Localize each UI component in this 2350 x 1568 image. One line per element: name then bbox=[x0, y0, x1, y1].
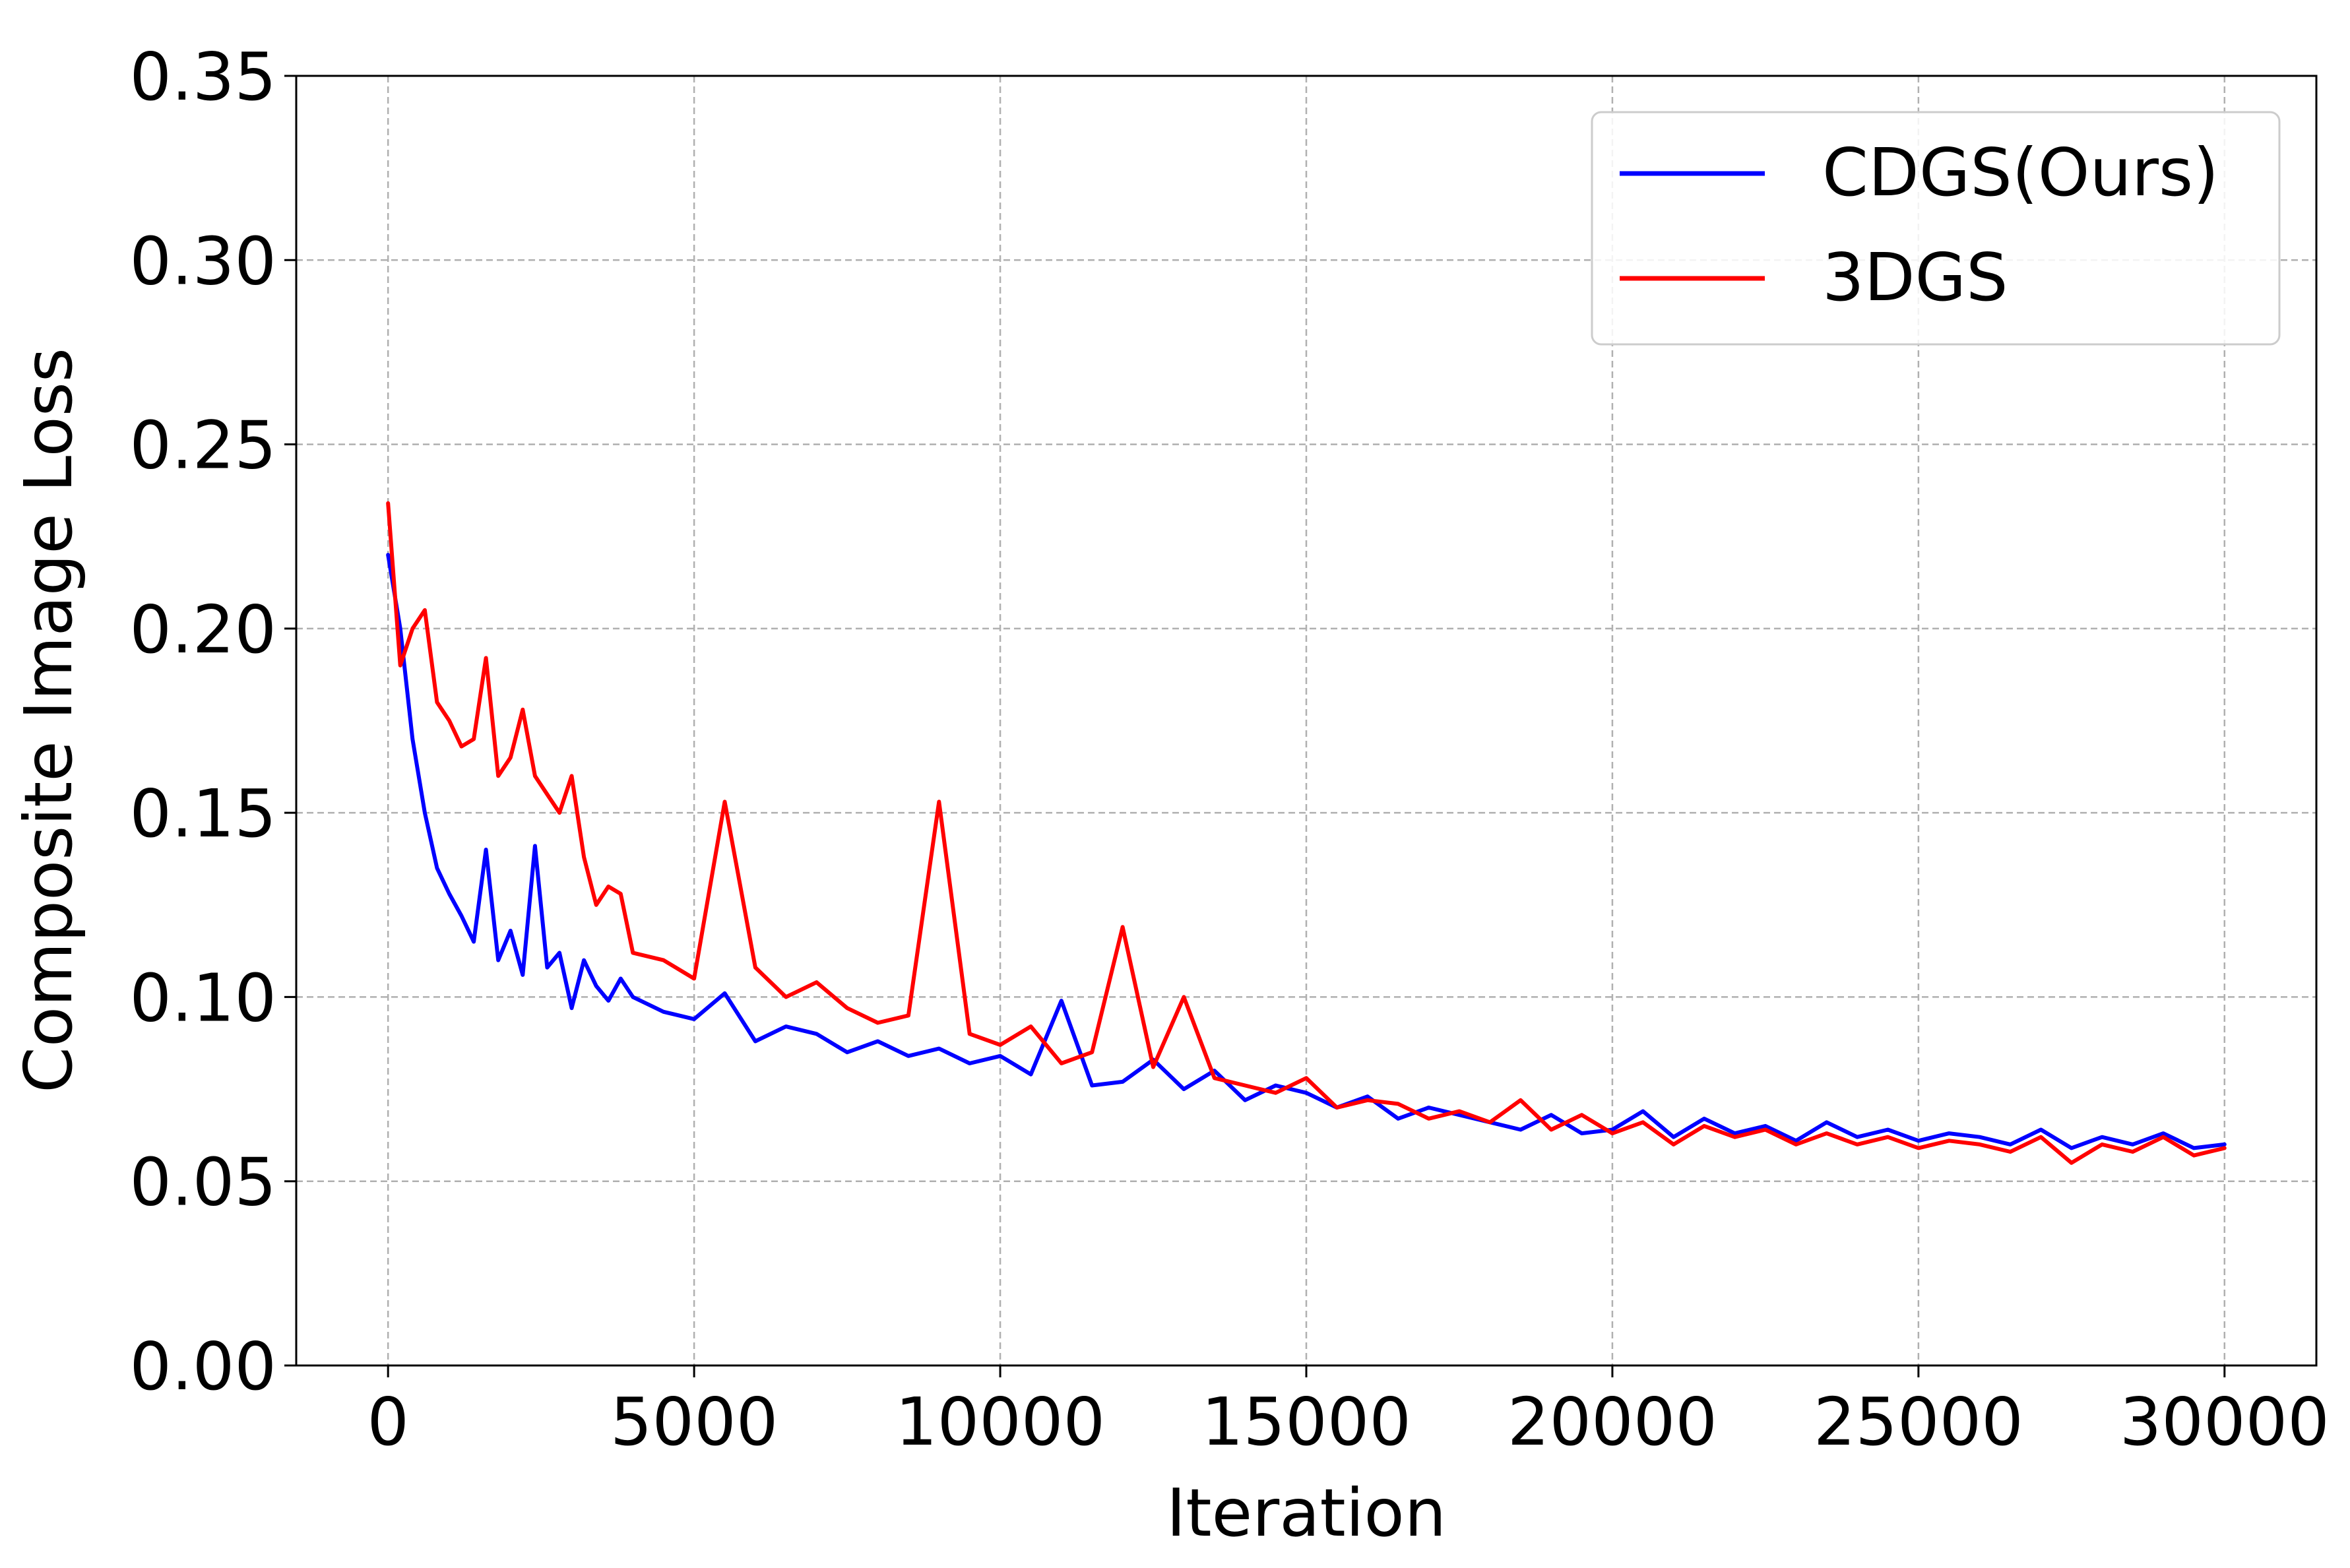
x-axis: 0 5000 10000 15000 20000 25000 30000 bbox=[367, 1365, 2330, 1460]
y-tick-label: 0.05 bbox=[129, 1144, 276, 1221]
y-axis-label: Composite Image Loss bbox=[10, 348, 87, 1093]
y-tick-label: 0.15 bbox=[129, 775, 276, 852]
x-tick-label: 15000 bbox=[1201, 1383, 1411, 1460]
series-line-cdgs bbox=[386, 553, 2227, 1150]
y-tick-label: 0.30 bbox=[129, 222, 276, 299]
legend-label-cdgs: CDGS(Ours) bbox=[1822, 134, 2219, 211]
y-axis: 0.00 0.05 0.10 0.15 0.20 0.25 0.30 0.35 bbox=[129, 38, 296, 1405]
x-tick-label: 10000 bbox=[895, 1383, 1105, 1460]
y-tick-label: 0.20 bbox=[129, 591, 276, 668]
series-layer bbox=[386, 501, 2227, 1165]
x-tick-label: 30000 bbox=[2120, 1383, 2330, 1460]
legend-box bbox=[1591, 111, 2281, 346]
y-tick-label: 0.00 bbox=[129, 1328, 276, 1405]
y-tick-label: 0.35 bbox=[129, 38, 276, 115]
x-tick-label: 0 bbox=[367, 1383, 409, 1460]
series-line-3dgs bbox=[386, 501, 2227, 1165]
legend-label-3dgs: 3DGS bbox=[1822, 239, 2008, 316]
x-tick-label: 5000 bbox=[610, 1383, 778, 1460]
x-tick-label: 25000 bbox=[1814, 1383, 2023, 1460]
x-tick-label: 20000 bbox=[1508, 1383, 1717, 1460]
y-tick-label: 0.10 bbox=[129, 959, 276, 1036]
y-tick-label: 0.25 bbox=[129, 407, 276, 484]
legend: CDGS(Ours) 3DGS bbox=[1591, 111, 2281, 346]
x-axis-label: Iteration bbox=[1166, 1474, 1446, 1552]
